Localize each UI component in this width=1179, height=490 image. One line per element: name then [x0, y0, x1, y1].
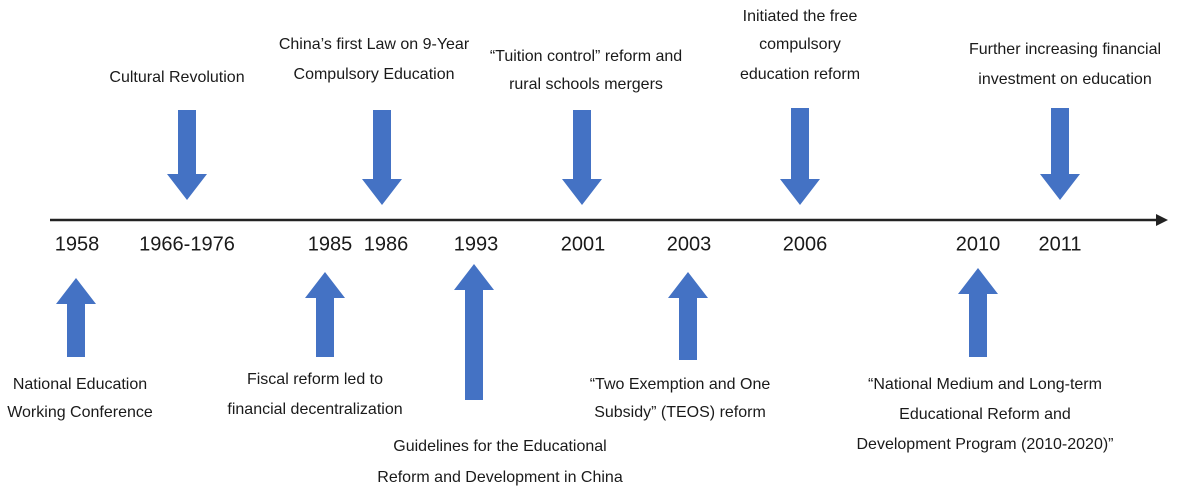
event-label: Development Program (2010-2020)”	[856, 436, 1113, 453]
year-label: 1966-1976	[139, 233, 235, 255]
event-label: China’s first Law on 9-Year	[279, 36, 470, 53]
year-label: 1985	[308, 233, 353, 255]
arrow	[305, 272, 345, 357]
event-label: Guidelines for the Educational	[393, 438, 606, 455]
event-label: Cultural Revolution	[109, 69, 244, 86]
event-label: Educational Reform and	[899, 406, 1071, 423]
event-label: “National Medium and Long-term	[868, 376, 1102, 393]
event-label: Reform and Development in China	[377, 469, 623, 486]
arrow	[562, 110, 602, 205]
year-label: 1986	[364, 233, 409, 255]
year-label: 2010	[956, 233, 1001, 255]
year-label: 2006	[783, 233, 828, 255]
event-label: compulsory	[759, 36, 841, 53]
axis-arrowhead	[1156, 214, 1168, 226]
year-label: 2003	[667, 233, 712, 255]
arrow	[668, 272, 708, 360]
event-label: “Tuition control” reform and	[490, 48, 682, 65]
event-label: Subsidy” (TEOS) reform	[594, 404, 766, 421]
year-label: 1958	[55, 233, 100, 255]
arrow	[362, 110, 402, 205]
event-label: Initiated the free	[743, 8, 858, 25]
event-label: financial decentralization	[227, 401, 402, 418]
arrow	[780, 108, 820, 205]
year-label: 1993	[454, 233, 499, 255]
event-label: Further increasing financial	[969, 41, 1161, 58]
year-label: 2001	[561, 233, 606, 255]
event-label: Working Conference	[7, 404, 153, 421]
year-label: 2011	[1038, 233, 1081, 255]
event-label: education reform	[740, 66, 860, 83]
event-label: rural schools mergers	[509, 76, 663, 93]
event-label: investment on education	[978, 71, 1151, 88]
arrow	[56, 278, 96, 357]
arrow	[454, 264, 494, 400]
arrow	[958, 268, 998, 357]
arrow	[1040, 108, 1080, 200]
event-label: Fiscal reform led to	[247, 371, 383, 388]
event-label: National Education	[13, 376, 147, 393]
arrow	[167, 110, 207, 200]
event-label: “Two Exemption and One	[590, 376, 771, 393]
event-label: Compulsory Education	[294, 66, 455, 83]
